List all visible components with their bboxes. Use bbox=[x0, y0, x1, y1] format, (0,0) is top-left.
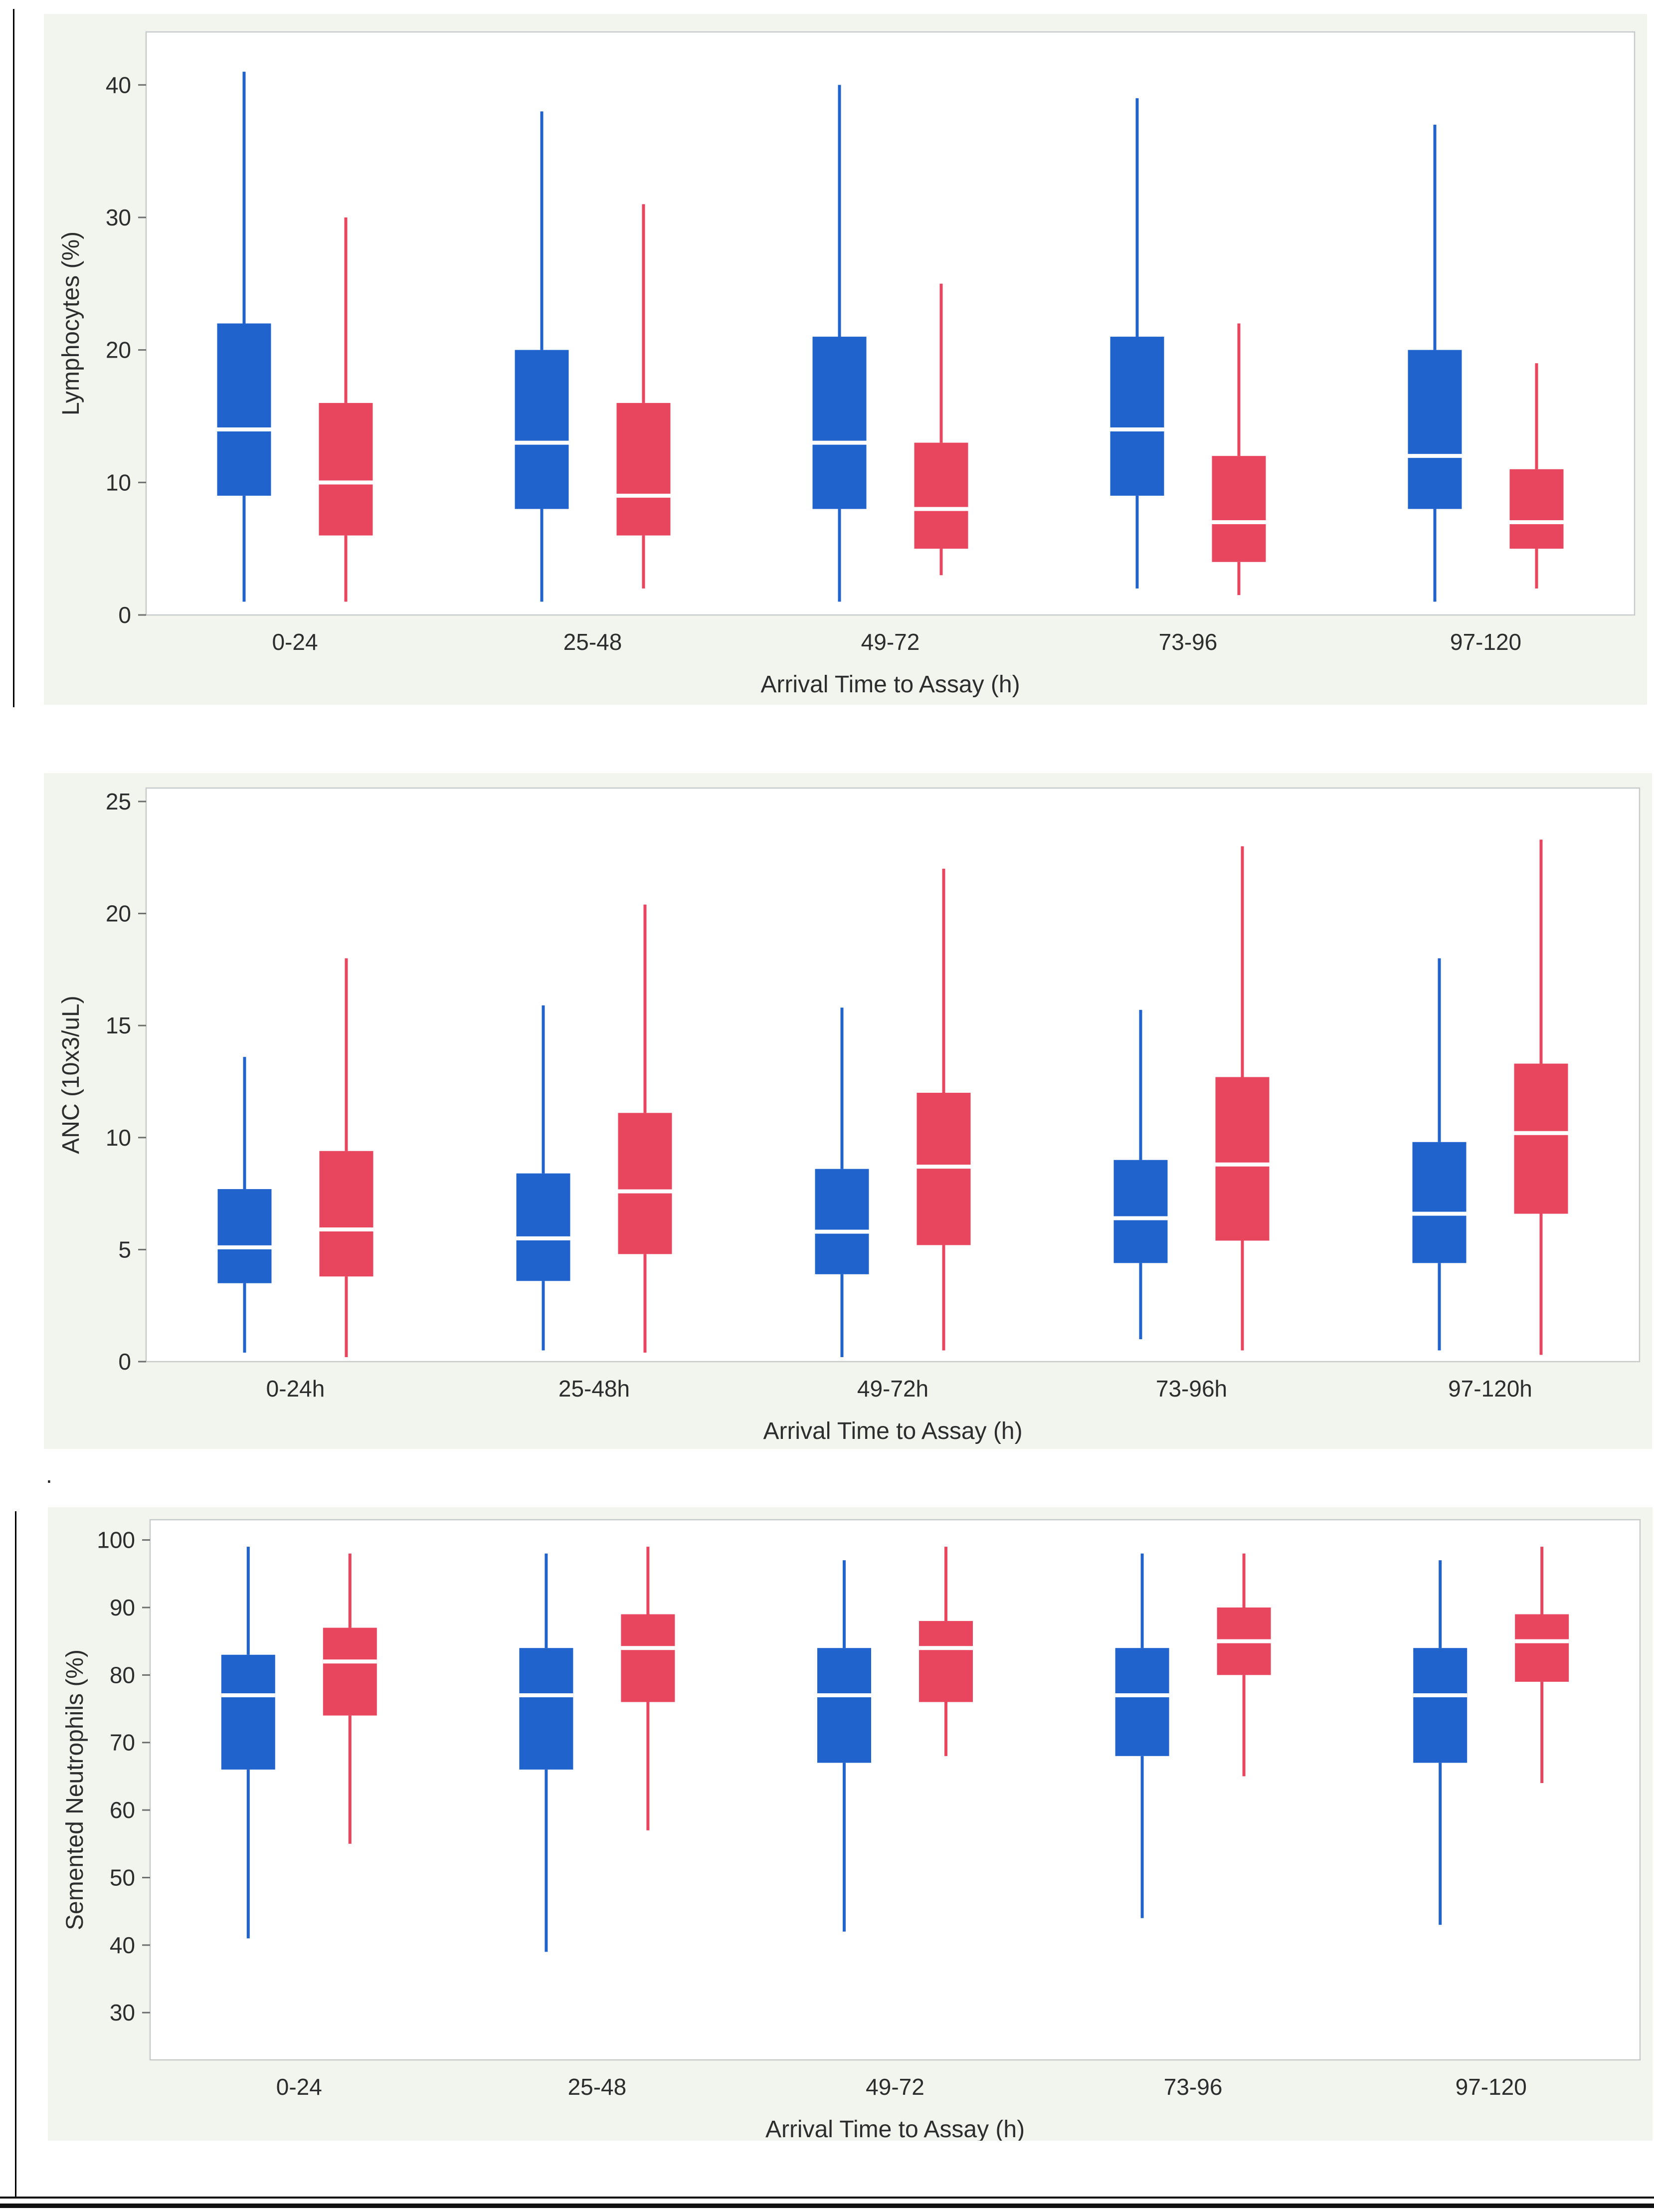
x-axis-title: Arrival Time to Assay (h) bbox=[763, 1418, 1022, 1444]
box bbox=[323, 1627, 377, 1716]
boxplot-svg: 0 5 10 15 20 25 0-24h 25-48h 49-72h 73-96h 97-120h… bbox=[44, 773, 1652, 1449]
box bbox=[618, 1113, 672, 1254]
y-tick-label: 90 bbox=[110, 1595, 135, 1620]
box bbox=[1413, 1648, 1468, 1763]
x-tick-label: 97-120 bbox=[1456, 2074, 1527, 2100]
x-tick-label: 49-72h bbox=[857, 1376, 928, 1402]
box bbox=[319, 1151, 373, 1277]
box bbox=[1412, 1142, 1467, 1263]
y-tick-label: 10 bbox=[106, 1125, 131, 1151]
x-tick-label: 97-120 bbox=[1450, 629, 1521, 655]
x-tick-label: 73-96h bbox=[1156, 1376, 1227, 1402]
y-tick-label: 25 bbox=[106, 789, 131, 814]
box bbox=[515, 350, 569, 509]
box bbox=[815, 1169, 869, 1274]
plot-area bbox=[149, 1519, 1641, 2061]
x-tick-label: 73-96 bbox=[1159, 629, 1218, 655]
y-tick-label: 0 bbox=[118, 602, 131, 628]
box bbox=[919, 1621, 973, 1702]
y-tick-label: 40 bbox=[106, 72, 131, 98]
box bbox=[1115, 1648, 1169, 1756]
y-tick-label: 60 bbox=[110, 1797, 135, 1823]
y-tick-label: 40 bbox=[110, 1932, 135, 1958]
x-tick-label: 25-48 bbox=[563, 629, 622, 655]
box bbox=[1113, 1160, 1168, 1263]
x-tick-label: 97-120h bbox=[1448, 1376, 1532, 1402]
chart-anc-boxplot: 0 5 10 15 20 25 0-24h 25-48h 49-72h 73-96h 97-120h… bbox=[44, 773, 1652, 1449]
left-border-line-top bbox=[13, 9, 14, 707]
box bbox=[812, 337, 867, 509]
boxplot-svg: 30 40 50 60 70 80 90 100 0-24 25-48 49-72 73-96 97-1… bbox=[48, 1507, 1653, 2141]
plot-area bbox=[145, 31, 1636, 616]
box bbox=[1212, 456, 1266, 562]
box bbox=[917, 1092, 971, 1245]
y-axis-title: ANC (10x3/uL) bbox=[58, 996, 84, 1154]
box bbox=[217, 1189, 272, 1283]
x-tick-label: 0-24 bbox=[272, 629, 318, 655]
stray-period-mark: . bbox=[46, 1462, 52, 1488]
box bbox=[1110, 337, 1164, 496]
x-tick-label: 0-24h bbox=[266, 1376, 325, 1402]
box bbox=[519, 1648, 573, 1770]
box bbox=[319, 402, 373, 536]
box bbox=[217, 323, 271, 496]
y-tick-label: 30 bbox=[110, 2000, 135, 2025]
y-tick-label: 0 bbox=[118, 1349, 131, 1375]
x-tick-label: 49-72 bbox=[866, 2074, 924, 2100]
x-axis-title: Arrival Time to Assay (h) bbox=[765, 2116, 1025, 2141]
y-tick-label: 30 bbox=[106, 204, 131, 230]
x-tick-label: 25-48h bbox=[558, 1376, 630, 1402]
chart-segmented-neutrophils-boxplot: 30 40 50 60 70 80 90 100 0-24 25-48 49-72 73-96 97-1… bbox=[48, 1507, 1653, 2141]
box bbox=[1509, 469, 1564, 549]
box bbox=[817, 1648, 871, 1763]
y-tick-label: 15 bbox=[106, 1012, 131, 1038]
y-tick-label: 100 bbox=[97, 1527, 135, 1553]
y-axis-title: Semented Neutrophils (%) bbox=[62, 1649, 88, 1930]
box bbox=[1515, 1614, 1569, 1682]
bottom-rule-thin bbox=[0, 2197, 1654, 2199]
y-axis-title: Lymphocytes (%) bbox=[58, 231, 84, 415]
x-tick-label: 49-72 bbox=[861, 629, 920, 655]
left-border-line-bottom bbox=[15, 1511, 16, 2198]
box bbox=[221, 1654, 275, 1770]
boxplot-svg: 0 10 20 30 40 0-24 25-48 49-72 73-96 97-120 Arriva… bbox=[44, 14, 1647, 705]
bottom-rule-thick bbox=[0, 2204, 1654, 2208]
box bbox=[621, 1614, 675, 1702]
box bbox=[1408, 350, 1462, 509]
x-tick-label: 73-96 bbox=[1164, 2074, 1223, 2100]
box bbox=[616, 402, 671, 536]
x-tick-label: 25-48 bbox=[568, 2074, 627, 2100]
y-tick-label: 80 bbox=[110, 1662, 135, 1688]
box bbox=[1514, 1063, 1568, 1214]
box bbox=[914, 442, 968, 549]
chart-lymphocytes-boxplot: 0 10 20 30 40 0-24 25-48 49-72 73-96 97-120 Arriva… bbox=[44, 14, 1647, 705]
plot-area bbox=[145, 787, 1641, 1363]
box bbox=[1215, 1077, 1270, 1241]
y-tick-label: 70 bbox=[110, 1730, 135, 1756]
y-tick-label: 20 bbox=[106, 337, 131, 363]
y-tick-label: 50 bbox=[110, 1864, 135, 1890]
y-tick-label: 10 bbox=[106, 469, 131, 495]
box bbox=[516, 1173, 570, 1281]
x-tick-label: 0-24 bbox=[276, 2074, 322, 2100]
y-tick-label: 5 bbox=[118, 1236, 131, 1262]
y-tick-label: 20 bbox=[106, 901, 131, 927]
x-axis-title: Arrival Time to Assay (h) bbox=[760, 671, 1020, 698]
